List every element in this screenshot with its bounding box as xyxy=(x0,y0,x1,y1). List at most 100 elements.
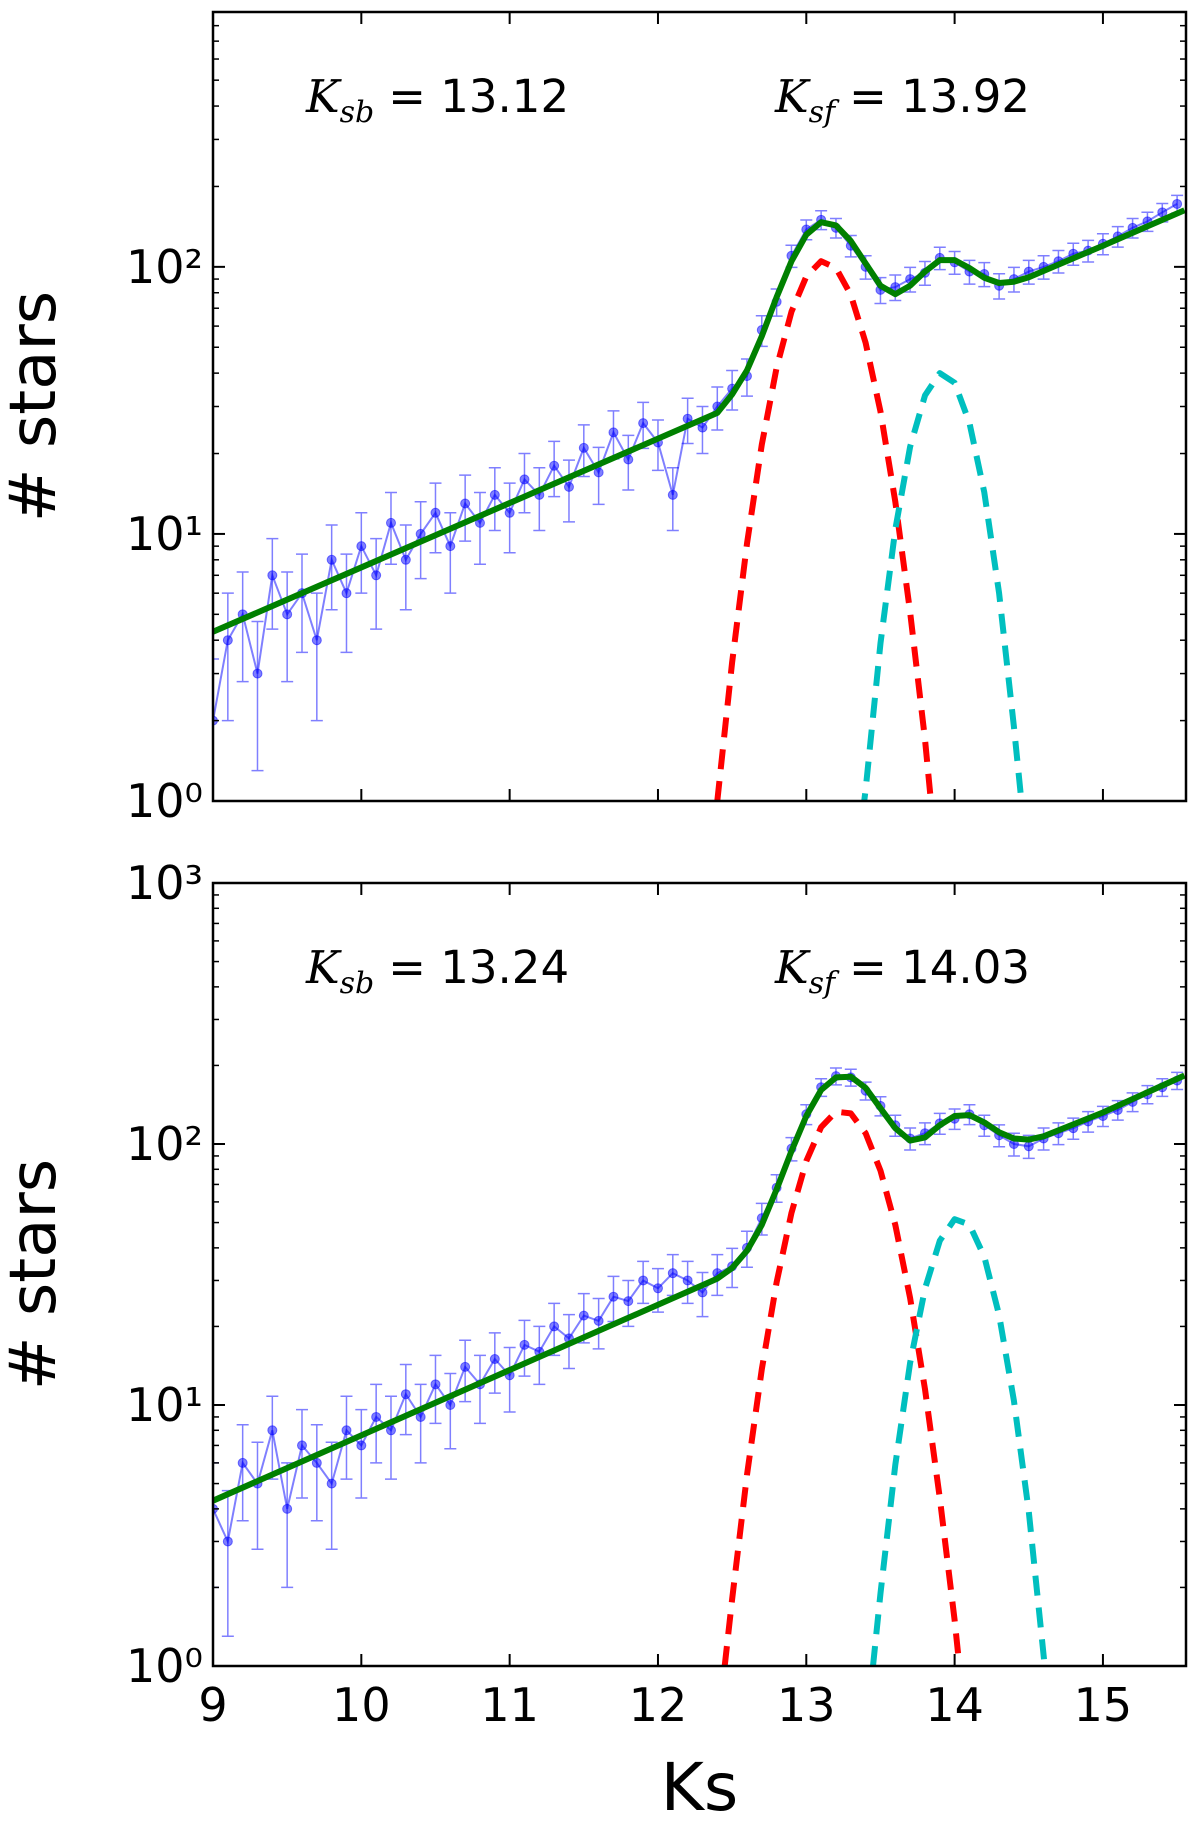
error-bar xyxy=(221,1489,234,1638)
data-line xyxy=(213,203,1178,721)
fit-curve xyxy=(213,207,1186,635)
plot-area xyxy=(213,194,1186,801)
annotation: Ksf = 13.92 xyxy=(774,70,1030,130)
data-point xyxy=(356,1440,367,1451)
data-point xyxy=(489,1354,500,1365)
data-point xyxy=(326,1478,337,1489)
error-bar xyxy=(221,592,234,722)
data-point xyxy=(252,668,263,679)
error-bar xyxy=(281,1462,294,1589)
data-point xyxy=(519,474,530,485)
data-point xyxy=(400,554,411,565)
error-bar xyxy=(340,553,353,654)
data-point xyxy=(549,1321,560,1332)
data-point xyxy=(667,1268,678,1279)
error-bar xyxy=(236,1424,249,1522)
annotation-symbol: K xyxy=(305,941,342,994)
annotation-symbol: K xyxy=(774,70,811,123)
x-tick-label: 10 xyxy=(332,1678,391,1732)
annotation-subscript: sf xyxy=(809,966,840,1001)
data-point xyxy=(371,1411,382,1422)
data-point xyxy=(638,1275,649,1286)
x-tick-label: 14 xyxy=(925,1678,984,1732)
annotation-text: = 13.24 xyxy=(388,941,569,994)
error-bar xyxy=(295,1408,308,1499)
data-point xyxy=(504,507,515,518)
component-curve xyxy=(714,258,934,801)
data-point xyxy=(578,442,589,453)
error-bar xyxy=(384,1395,397,1480)
data-point xyxy=(623,454,634,465)
error-bar xyxy=(444,1372,457,1450)
error-bar xyxy=(429,482,442,554)
error-bar xyxy=(355,512,368,594)
data-point xyxy=(341,588,352,599)
y-axis-label: # stars xyxy=(0,1159,71,1390)
error-bar xyxy=(266,1395,279,1480)
x-tick-label: 12 xyxy=(629,1678,688,1732)
x-tick-label: 13 xyxy=(777,1678,836,1732)
annotation-subscript: sb xyxy=(340,95,375,130)
data-point xyxy=(1172,198,1183,209)
panel: 9 10 11 12 13 14 15 10⁰ 10¹ 10² 10³ # stars Ks Ksb = 1… xyxy=(0,856,1188,1826)
x-axis-label: Ks xyxy=(661,1749,739,1826)
data-point xyxy=(282,609,293,620)
data-point xyxy=(608,427,619,438)
error-bar xyxy=(251,1441,264,1551)
y-tick-label: 10² xyxy=(126,1117,203,1171)
y-tick-label: 10⁰ xyxy=(126,774,203,828)
annotation-subscript: sb xyxy=(340,966,375,1001)
error-bar xyxy=(236,571,249,683)
error-bar xyxy=(503,482,516,554)
data-point xyxy=(356,541,367,552)
x-tick-label: 11 xyxy=(480,1678,539,1732)
data-point xyxy=(652,1283,663,1294)
data-point xyxy=(430,1379,441,1390)
component-curve xyxy=(861,370,1025,801)
data-point xyxy=(385,1425,396,1436)
component-curve xyxy=(870,1216,1048,1666)
error-bar xyxy=(251,620,264,772)
panel: 10⁰ 10¹ 10² # stars Ksb = 13.12 Ksf = 13.92 xyxy=(0,10,1188,828)
y-tick-label: 10² xyxy=(126,240,203,294)
data-point xyxy=(430,507,441,518)
x-tick-label: 9 xyxy=(198,1678,227,1732)
data-point xyxy=(667,489,678,500)
data-point xyxy=(385,517,396,528)
data-point xyxy=(593,1315,604,1326)
error-bar xyxy=(310,1424,323,1522)
y-tick-label: 10³ xyxy=(126,856,203,910)
annotation: Ksf = 14.03 xyxy=(774,941,1030,1001)
data-point xyxy=(296,1440,307,1451)
data-point xyxy=(623,1296,634,1307)
data-point xyxy=(311,1457,322,1468)
data-point xyxy=(489,489,500,500)
error-bar xyxy=(340,1395,353,1480)
data-point xyxy=(445,1400,456,1410)
axes-frame xyxy=(211,881,1188,1668)
data-point xyxy=(1023,1141,1034,1152)
data-point xyxy=(371,570,382,581)
annotation-subscript: sf xyxy=(809,95,840,130)
plot-area xyxy=(213,1067,1186,1666)
data-point xyxy=(593,467,604,478)
data-point xyxy=(682,1275,693,1286)
error-bar xyxy=(213,658,219,801)
error-bar xyxy=(473,491,486,565)
component-curve xyxy=(721,1108,963,1666)
data-point xyxy=(697,422,708,433)
data-point xyxy=(578,1310,589,1321)
x-tick-label: 15 xyxy=(1074,1678,1133,1732)
annotation-symbol: K xyxy=(774,941,811,994)
error-bar xyxy=(473,1354,486,1425)
data-point xyxy=(519,1339,530,1350)
data-point xyxy=(400,1389,411,1400)
error-bar xyxy=(310,592,323,722)
error-bar xyxy=(325,524,338,611)
y-tick-label: 10¹ xyxy=(126,1378,203,1432)
annotation: Ksb = 13.12 xyxy=(305,70,569,130)
data-point xyxy=(267,570,278,581)
data-point xyxy=(222,1536,233,1547)
annotation-text: = 13.92 xyxy=(849,70,1030,123)
